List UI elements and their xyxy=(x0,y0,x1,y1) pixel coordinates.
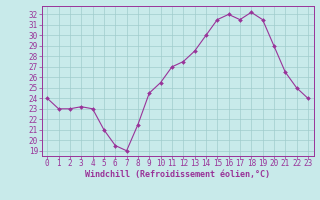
X-axis label: Windchill (Refroidissement éolien,°C): Windchill (Refroidissement éolien,°C) xyxy=(85,170,270,179)
